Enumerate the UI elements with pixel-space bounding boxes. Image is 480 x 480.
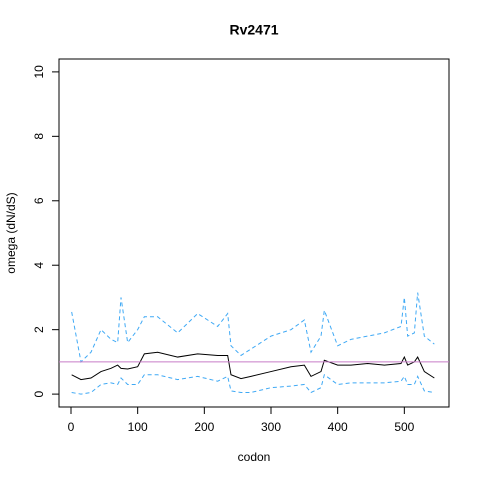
line-series bbox=[71, 351, 435, 381]
y-tick-label: 6 bbox=[32, 197, 46, 204]
x-tick-label: 100 bbox=[128, 420, 148, 434]
x-tick-label: 300 bbox=[261, 420, 281, 434]
y-tick-label: 8 bbox=[32, 133, 46, 140]
x-axis-label: codon bbox=[238, 450, 271, 464]
y-tick-label: 4 bbox=[32, 262, 46, 269]
x-tick-label: 0 bbox=[68, 420, 75, 434]
x-tick-label: 200 bbox=[194, 420, 214, 434]
chart-title: Rv2471 bbox=[229, 22, 278, 38]
line-series bbox=[71, 373, 435, 395]
y-tick-label: 2 bbox=[32, 326, 46, 333]
x-tick-label: 500 bbox=[394, 420, 414, 434]
y-tick-label: 0 bbox=[32, 390, 46, 397]
y-tick-label: 10 bbox=[32, 65, 46, 79]
x-tick-label: 400 bbox=[328, 420, 348, 434]
line-series bbox=[71, 292, 435, 363]
plot-frame bbox=[58, 58, 450, 408]
y-axis-label: omega (dN/dS) bbox=[4, 192, 18, 273]
